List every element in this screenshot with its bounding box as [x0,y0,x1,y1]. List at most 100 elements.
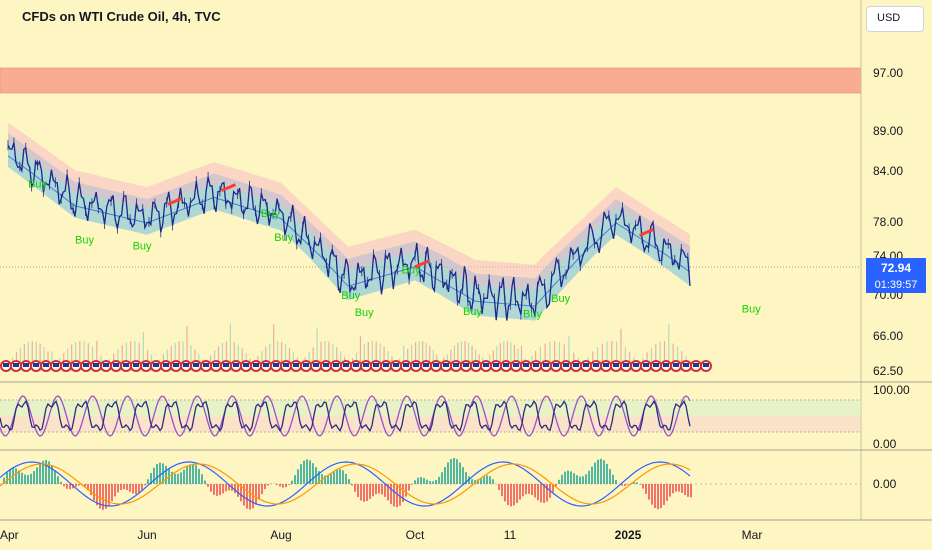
volume-bar [403,345,405,371]
volume-bar [134,341,136,371]
macd-histogram-bar [192,463,194,484]
buy-signal-label: Buy [133,240,152,252]
event-flag-stripe [213,363,219,367]
macd-histogram-bar [48,461,50,484]
macd-histogram-bar [429,481,431,484]
macd-histogram-bar [96,484,98,506]
macd-histogram-bar [15,468,17,484]
macd-histogram-bar [261,484,263,495]
macd-histogram-bar [420,477,422,484]
macd-histogram-bar [327,475,329,484]
macd-histogram-bar [666,484,668,501]
volume-bar [340,351,342,371]
macd-histogram-bar [159,462,161,484]
event-flag-stripe [103,363,109,367]
moving-average-line [7,155,691,307]
macd-pane [0,458,692,510]
event-flag-stripe [703,363,709,367]
volume-bar [558,342,561,371]
macd-histogram-bar [165,465,167,484]
stoch-band-upper [0,400,861,416]
buy-signal-label: Buy [274,232,293,244]
price-axis-label: 97.00 [873,66,903,80]
volume-bar [35,341,37,371]
macd-histogram-bar [531,484,533,496]
volume-bar [336,347,338,371]
macd-histogram-bar [195,465,197,484]
macd-histogram-bar [57,476,59,484]
macd-histogram-bar [264,484,266,490]
macd-histogram-bar [417,477,419,484]
volume-bar [659,341,661,371]
buy-signal-label: Buy [355,307,374,319]
macd-histogram-bar [207,484,209,487]
volume-bar [324,341,326,371]
event-flag-stripe [373,363,379,367]
macd-histogram-bar [651,484,653,505]
macd-histogram-bar [681,484,683,493]
macd-histogram-bar [141,484,143,491]
event-flag-stripe [83,363,89,367]
price-axis-label: 62.50 [873,364,903,378]
macd-histogram-bar [354,484,356,492]
macd-histogram-bar [162,463,164,484]
macd-histogram-bar [186,466,188,484]
event-flag-stripe [93,363,99,367]
macd-histogram-bar [516,484,518,503]
time-axis-label: Jun [137,528,156,542]
macd-histogram-bar [150,473,152,484]
volume-bar [359,336,362,371]
price-axis-label: 84.00 [873,164,903,178]
macd-histogram-bar [636,482,638,484]
volume-bar [496,345,498,371]
macd-histogram-bar [258,484,260,500]
macd-histogram-bar [54,470,56,484]
event-flag-stripe [363,363,369,367]
macd-histogram-bar [357,484,359,498]
macd-histogram-bar [153,467,155,484]
price-axis-label: 66.00 [873,329,903,343]
volume-bar [467,342,470,371]
volume-bar [182,341,184,371]
volume-bar [237,344,239,371]
volume-bar [429,345,431,371]
event-flag-stripe [513,363,519,367]
event-flag-stripe [413,363,419,367]
macd-histogram-bar [51,465,53,484]
buy-signal-label: Buy [28,178,47,190]
macd-histogram-bar [60,481,62,484]
volume-bar [383,346,385,371]
volume-bar [549,341,551,371]
price-series [7,137,691,321]
sell-signal-mark [167,196,183,206]
event-flag-stripe [113,363,119,367]
macd-histogram-bar [9,468,11,484]
volume-bar [121,345,123,371]
volume-bar [460,341,463,371]
macd-histogram-bar [21,472,23,484]
macd-histogram-bar [576,475,578,484]
macd-histogram-bar [246,484,248,509]
event-flag-stripe [523,363,529,367]
volume-bar [432,350,434,371]
macd-histogram-bar [525,484,527,495]
volume-bar [23,344,25,371]
macd-histogram-bar [612,474,614,484]
macd-histogram-bar [474,480,476,484]
macd-histogram-bar [306,459,308,484]
macd-histogram-bar [339,469,341,484]
volume-bar [415,342,417,371]
currency-button[interactable]: USD [866,6,924,32]
macd-histogram-bar [369,484,371,499]
macd-histogram-bar [510,484,512,507]
macd-histogram-bar [279,484,281,487]
event-flag-stripe [273,363,279,367]
volume-bar [513,344,516,371]
macd-histogram-bar [648,484,650,500]
event-flag-stripe [533,363,539,367]
macd-histogram-bar [300,464,302,484]
event-flag-stripe [613,363,619,367]
volume-bar [422,341,424,371]
event-flag-stripe [153,363,159,367]
